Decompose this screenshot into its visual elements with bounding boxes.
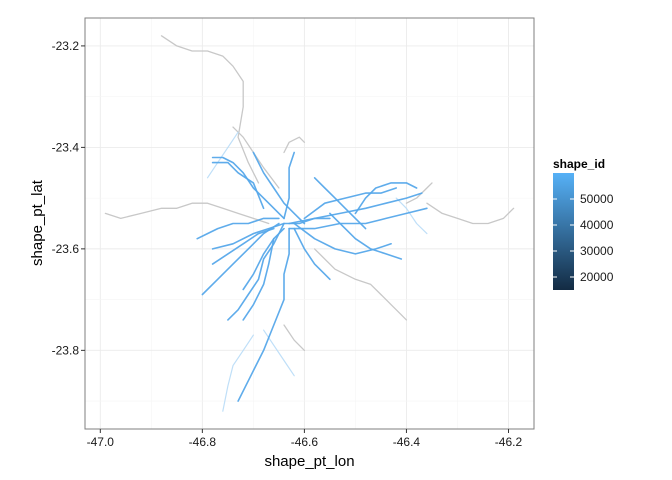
route-line-grey xyxy=(426,202,515,225)
route-line-blue xyxy=(283,151,296,220)
x-tick-label: -46.6 xyxy=(291,435,319,449)
x-tick-label: -46.4 xyxy=(393,435,421,449)
route-line-blue xyxy=(293,227,331,281)
route-line-light xyxy=(206,131,239,179)
panel-border xyxy=(84,17,535,430)
x-axis: -47.0 -46.8 -46.6 -46.4 -46.2 xyxy=(87,429,523,449)
grid xyxy=(85,18,534,429)
route-line-blue xyxy=(354,182,418,215)
x-tick-label: -46.8 xyxy=(189,435,217,449)
color-legend: shape_id 20000 30000 40000 50000 xyxy=(553,157,614,290)
route-line-grey xyxy=(160,35,260,184)
route-line-blue xyxy=(313,177,367,230)
route-line-light xyxy=(222,334,254,412)
x-tick-label: -47.0 xyxy=(87,435,115,449)
route-line-grey xyxy=(104,202,270,225)
y-tick-label: -23.8 xyxy=(52,343,80,357)
route-line-grey xyxy=(283,324,306,352)
route-line-blue xyxy=(242,237,275,321)
route-line-grey xyxy=(283,136,306,154)
route-line-blue xyxy=(227,222,285,321)
y-axis: -23.2 -23.4 -23.6 -23.8 xyxy=(52,39,85,357)
route-line-light xyxy=(395,197,428,235)
legend-colorbar xyxy=(553,173,574,290)
route-line-blue xyxy=(211,156,285,220)
route-line-blue xyxy=(288,207,428,230)
legend-label: 50000 xyxy=(580,192,614,206)
legend-label: 40000 xyxy=(580,218,614,232)
route-line-blue xyxy=(237,227,290,402)
route-lines xyxy=(104,35,515,412)
route-line-grey xyxy=(313,248,408,321)
y-tick-label: -23.4 xyxy=(52,140,80,154)
legend-title: shape_id xyxy=(553,157,605,171)
route-line-blue xyxy=(211,227,275,265)
x-axis-title: shape_pt_lon xyxy=(264,453,354,470)
route-line-blue xyxy=(196,217,280,240)
y-axis-title: shape_pt_lat xyxy=(29,179,46,266)
route-line-blue xyxy=(252,151,306,225)
legend-label: 30000 xyxy=(580,244,614,258)
route-line-blue xyxy=(293,222,392,255)
legend-label: 20000 xyxy=(580,270,614,284)
y-tick-label: -23.6 xyxy=(52,242,80,256)
route-line-blue xyxy=(288,192,423,225)
y-tick-label: -23.2 xyxy=(52,39,80,53)
route-line-blue xyxy=(242,227,285,291)
x-tick-label: -46.2 xyxy=(495,435,523,449)
route-line-blue xyxy=(211,161,265,210)
route-line-blue xyxy=(303,187,398,220)
route-line-blue xyxy=(329,212,403,260)
